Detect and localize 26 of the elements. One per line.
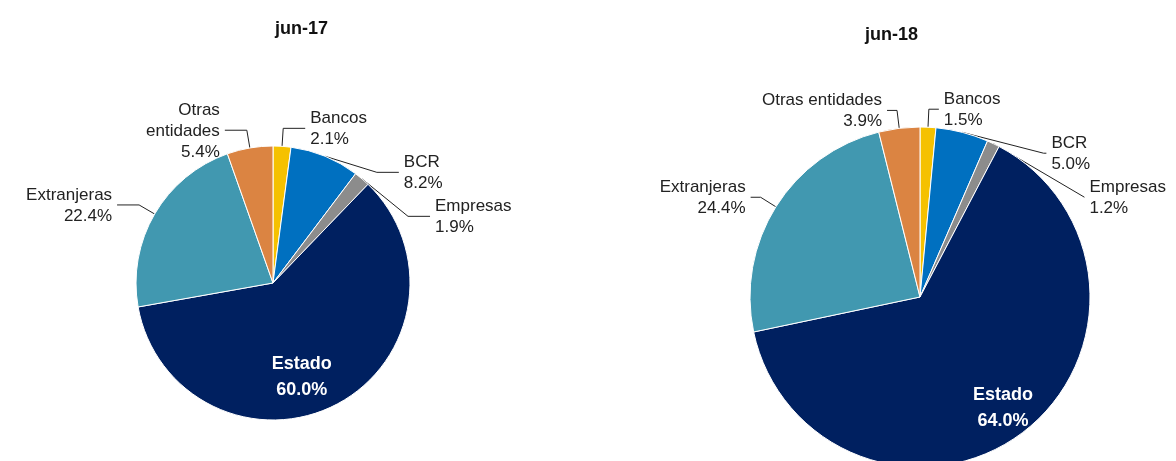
slice-label: Estado — [271, 353, 332, 374]
data-label: 2.1% — [310, 129, 349, 149]
slice-label: Extranjeras — [659, 177, 746, 197]
data-label: 3.9% — [843, 111, 883, 131]
slice-label: Empresas — [1089, 177, 1166, 197]
data-label: 60.0% — [276, 379, 328, 400]
slice-label: Extranjeras — [26, 184, 113, 204]
slice-label: Otras entidades — [762, 90, 883, 110]
slice-label: Empresas — [435, 196, 512, 216]
slice-label: BCR — [1051, 133, 1088, 153]
data-label: 8.2% — [403, 173, 443, 193]
data-label: 22.4% — [63, 205, 113, 225]
data-label: 1.2% — [1089, 198, 1129, 218]
data-label: 5.4% — [181, 141, 220, 161]
slice-label: Bancos — [310, 108, 367, 128]
data-label: 24.4% — [697, 198, 746, 218]
data-label: 1.9% — [435, 217, 474, 237]
data-label: 5.0% — [1051, 154, 1091, 174]
slice-label: BCR — [403, 152, 440, 172]
slice-label: Bancos — [943, 89, 1001, 109]
slice-label: Estado — [973, 384, 1034, 405]
slice-label: Otras entidades — [146, 99, 220, 140]
data-label: 1.5% — [943, 110, 983, 130]
data-label: 64.0% — [977, 410, 1029, 431]
chart-title: jun-17 — [274, 18, 329, 38]
chart-title: jun-18 — [864, 24, 919, 44]
